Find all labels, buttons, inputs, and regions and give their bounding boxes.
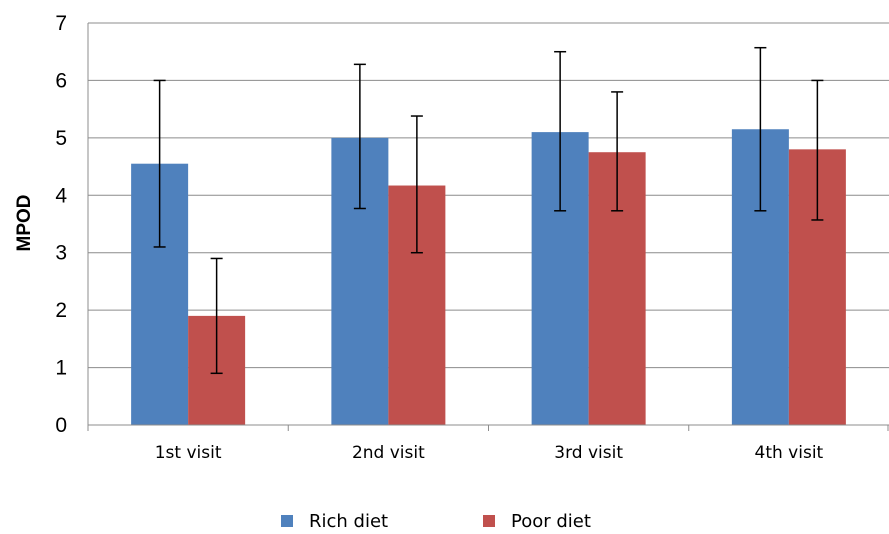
y-tick-label: 3 — [55, 242, 67, 265]
legend: Rich diet Poor diet — [281, 511, 591, 532]
error-bar — [754, 46, 767, 212]
y-tick-label: 1 — [55, 357, 67, 380]
axes — [87, 23, 889, 431]
y-tick-label: 5 — [55, 127, 67, 150]
error-bar — [554, 50, 567, 212]
error-bar — [410, 115, 423, 254]
error-bar — [353, 63, 366, 210]
legend-item-rich-diet: Rich diet — [281, 511, 388, 532]
error-bar — [611, 91, 624, 212]
error-bar — [153, 79, 166, 248]
error-bar — [811, 79, 824, 221]
legend-label: Rich diet — [309, 511, 388, 532]
error-bar — [210, 257, 223, 375]
x-tick-labels: 1st visit 2nd visit 3rd visit 4th visit — [155, 443, 824, 463]
legend-item-poor-diet: Poor diet — [483, 511, 591, 532]
error-bars — [153, 46, 824, 375]
legend-swatch — [483, 515, 495, 527]
x-tick-label: 1st visit — [155, 443, 222, 463]
y-tick-label: 7 — [55, 12, 67, 35]
bars — [131, 129, 846, 426]
y-tick-label: 2 — [55, 299, 67, 322]
x-tick-label: 2nd visit — [352, 443, 425, 463]
legend-swatch — [281, 515, 293, 527]
gridlines — [88, 22, 889, 369]
x-tick-label: 4th visit — [755, 443, 824, 463]
x-tick-label: 3rd visit — [554, 443, 623, 463]
y-tick-labels: 0 1 2 3 4 5 6 7 — [55, 12, 67, 437]
y-axis-label: MPOD — [14, 195, 35, 252]
legend-label: Poor diet — [511, 511, 591, 532]
y-tick-label: 6 — [55, 69, 67, 92]
y-tick-label: 4 — [55, 184, 67, 207]
y-tick-label: 0 — [55, 414, 67, 437]
